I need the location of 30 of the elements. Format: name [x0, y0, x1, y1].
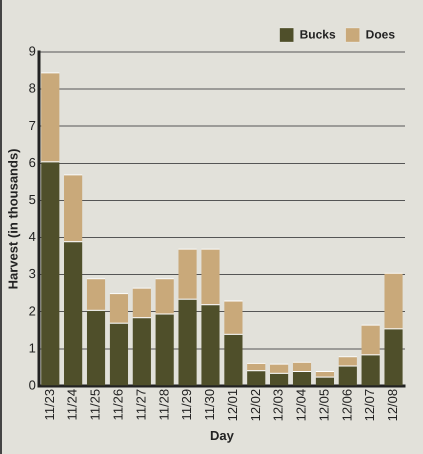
y-tick-label: 4 — [28, 229, 36, 244]
y-tick-label: 2 — [28, 303, 36, 318]
legend-label: Bucks — [300, 27, 336, 42]
x-tick-label: 12/03 — [270, 388, 286, 422]
x-axis-title: Day — [210, 428, 235, 443]
x-tick-label: 11/28 — [156, 388, 172, 420]
y-axis-title: Harvest (in thousands) — [5, 148, 20, 290]
y-tick-label: 0 — [28, 377, 36, 392]
x-tick-label: 12/01 — [224, 388, 240, 422]
x-tick-label: 12/05 — [316, 388, 332, 422]
x-tick-label: 11/29 — [179, 388, 194, 420]
legend-label: Does — [366, 27, 396, 42]
y-tick-label: 1 — [28, 340, 36, 356]
y-tick-label: 5 — [28, 192, 36, 207]
y-tick-label: 6 — [28, 154, 36, 170]
x-tick-label: 11/26 — [110, 388, 126, 420]
x-tick-label: 11/30 — [202, 388, 218, 420]
x-tick-label: 12/04 — [294, 388, 309, 422]
y-tick-label: 7 — [28, 118, 36, 133]
x-tick-label: 11/25 — [88, 388, 103, 420]
y-tick-label: 3 — [28, 266, 36, 282]
x-tick-label: 12/02 — [248, 388, 263, 422]
y-tick-label: 8 — [28, 80, 36, 96]
x-tick-label: 11/27 — [133, 388, 148, 420]
x-tick-label: 12/06 — [339, 388, 354, 422]
x-tick-label: 12/08 — [385, 388, 400, 422]
x-tick-label: 12/07 — [362, 388, 378, 422]
x-tick-label: 11/23 — [42, 388, 57, 420]
y-tick-label: 9 — [28, 44, 36, 59]
x-tick-label: 11/24 — [64, 388, 80, 420]
